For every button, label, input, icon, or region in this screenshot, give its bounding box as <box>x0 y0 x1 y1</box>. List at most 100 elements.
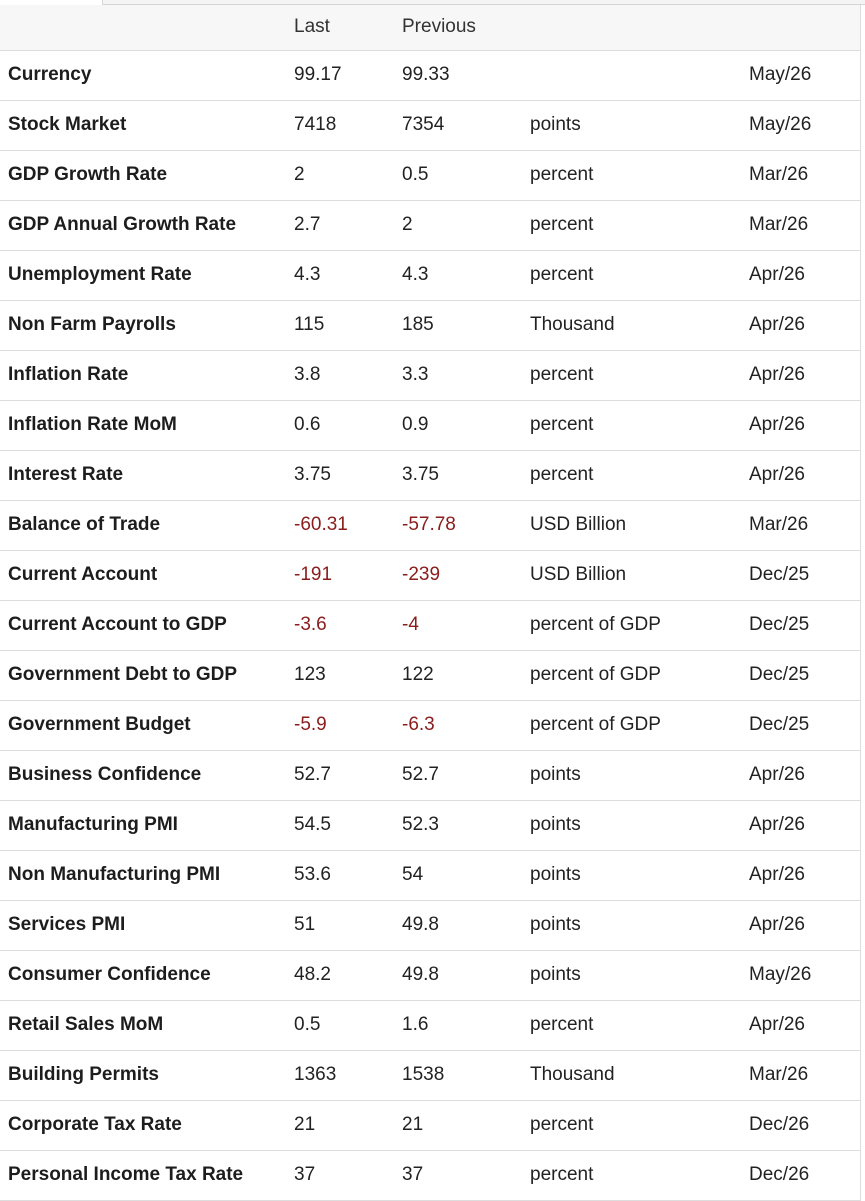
table-row: Balance of Trade -60.31 -57.78 USD Billion M… <box>0 500 860 550</box>
column-header-previous[interactable]: Previous <box>393 5 522 51</box>
unit-label <box>522 50 742 100</box>
previous-value: 1538 <box>402 1064 445 1085</box>
reference-date: Apr/26 <box>749 764 805 785</box>
indicator-name-link[interactable]: Government Debt to GDP <box>8 664 238 685</box>
unit-label: percent <box>530 414 594 435</box>
indicator-name-link[interactable]: Corporate Tax Rate <box>8 1114 182 1135</box>
column-header-date <box>742 5 860 51</box>
reference-date: May/26 <box>749 964 812 985</box>
previous-value: 122 <box>402 664 434 685</box>
unit-label: percent <box>530 1114 594 1135</box>
table-row: Non Farm Payrolls 115 185 Thousand Apr/26 <box>0 300 860 350</box>
indicator-name-link[interactable]: Non Manufacturing PMI <box>8 864 221 885</box>
table-row: Currency 99.17 99.33 May/26 <box>0 50 860 100</box>
last-value: 2.7 <box>294 214 321 235</box>
reference-date: Apr/26 <box>749 914 805 935</box>
indicator-name-link[interactable]: Retail Sales MoM <box>8 1014 164 1035</box>
table-row: Non Manufacturing PMI 53.6 54 points Apr/26 <box>0 850 860 900</box>
previous-value: 4.3 <box>402 264 429 285</box>
column-header-last[interactable]: Last <box>285 5 393 51</box>
reference-date: Apr/26 <box>749 814 805 835</box>
previous-value: 185 <box>402 314 434 335</box>
active-tab[interactable] <box>0 0 103 5</box>
unit-label: percent <box>530 1014 594 1035</box>
indicator-name-link[interactable]: Government Budget <box>8 714 191 735</box>
previous-value: 0.9 <box>402 414 429 435</box>
indicator-name-link[interactable]: Current Account <box>8 564 158 585</box>
indicators-table: Last Previous Currency 99.17 99.33 May/26 St… <box>0 5 860 1201</box>
table-row: Corporate Tax Rate 21 21 percent Dec/26 <box>0 1100 860 1150</box>
unit-label: percent <box>530 364 594 385</box>
reference-date: Apr/26 <box>749 464 805 485</box>
indicator-name-link[interactable]: Inflation Rate <box>8 364 129 385</box>
unit-label: percent <box>530 164 594 185</box>
last-value: 0.6 <box>294 414 321 435</box>
indicator-name-link[interactable]: Current Account to GDP <box>8 614 227 635</box>
indicator-name-link[interactable]: Currency <box>8 64 92 85</box>
indicator-name-link[interactable]: Non Farm Payrolls <box>8 314 176 335</box>
unit-label: percent <box>530 1164 594 1185</box>
previous-value: 37 <box>402 1164 424 1185</box>
unit-label: percent <box>530 464 594 485</box>
indicator-name-link[interactable]: Unemployment Rate <box>8 264 192 285</box>
last-value: 99.17 <box>294 64 342 85</box>
table-row: Government Budget -5.9 -6.3 percent of GDP D… <box>0 700 860 750</box>
table-header-row: Last Previous <box>0 5 860 51</box>
last-value: 3.75 <box>294 464 331 485</box>
reference-date: Mar/26 <box>749 214 809 235</box>
indicator-name-link[interactable]: Inflation Rate MoM <box>8 414 177 435</box>
indicator-name-link[interactable]: Personal Income Tax Rate <box>8 1164 244 1185</box>
previous-value: -239 <box>402 564 441 585</box>
table-row: Interest Rate 3.75 3.75 percent Apr/26 <box>0 450 860 500</box>
tab-strip-divider <box>102 4 865 5</box>
table-header: Last Previous <box>0 5 860 51</box>
table-row: Unemployment Rate 4.3 4.3 percent Apr/26 <box>0 250 860 300</box>
column-header-name <box>0 5 285 51</box>
unit-label: percent of GDP <box>530 614 661 635</box>
unit-label: points <box>530 914 581 935</box>
last-value: -3.6 <box>294 614 327 635</box>
indicators-table-container: Last Previous Currency 99.17 99.33 May/26 St… <box>0 5 861 1201</box>
previous-value: 2 <box>402 214 413 235</box>
last-value: 0.5 <box>294 1014 321 1035</box>
indicator-name-link[interactable]: Stock Market <box>8 114 127 135</box>
last-value: 54.5 <box>294 814 331 835</box>
table-row: Current Account -191 -239 USD Billion Dec/25 <box>0 550 860 600</box>
unit-label: Thousand <box>530 1064 615 1085</box>
unit-label: USD Billion <box>530 514 627 535</box>
table-row: Current Account to GDP -3.6 -4 percent of G… <box>0 600 860 650</box>
table-row: Personal Income Tax Rate 37 37 percent Dec/2… <box>0 1150 860 1200</box>
last-value: 48.2 <box>294 964 331 985</box>
table-body: Currency 99.17 99.33 May/26 Stock Market 7418… <box>0 50 860 1200</box>
indicator-name-link[interactable]: Business Confidence <box>8 764 202 785</box>
indicator-name-link[interactable]: Services PMI <box>8 914 126 935</box>
previous-value: 21 <box>402 1114 424 1135</box>
reference-date: Apr/26 <box>749 364 805 385</box>
table-row: Stock Market 7418 7354 points May/26 <box>0 100 860 150</box>
indicator-name-link[interactable]: Consumer Confidence <box>8 964 211 985</box>
reference-date: May/26 <box>749 64 812 85</box>
indicator-name-link[interactable]: GDP Growth Rate <box>8 164 168 185</box>
reference-date: Apr/26 <box>749 264 805 285</box>
previous-value: 54 <box>402 864 424 885</box>
previous-value: 7354 <box>402 114 445 135</box>
table-row: Government Debt to GDP 123 122 percent of G… <box>0 650 860 700</box>
indicator-name-link[interactable]: Balance of Trade <box>8 514 161 535</box>
previous-value: -6.3 <box>402 714 435 735</box>
last-value: -191 <box>294 564 333 585</box>
indicator-name-link[interactable]: Interest Rate <box>8 464 124 485</box>
last-value: 123 <box>294 664 326 685</box>
previous-value: 52.3 <box>402 814 439 835</box>
column-header-unit <box>522 5 742 51</box>
last-value: 37 <box>294 1164 316 1185</box>
last-value: 53.6 <box>294 864 331 885</box>
indicator-name-link[interactable]: GDP Annual Growth Rate <box>8 214 237 235</box>
unit-label: percent <box>530 264 594 285</box>
table-row: Consumer Confidence 48.2 49.8 points May/26 <box>0 950 860 1000</box>
indicator-name-link[interactable]: Building Permits <box>8 1064 159 1085</box>
indicator-name-link[interactable]: Manufacturing PMI <box>8 814 178 835</box>
last-value: 1363 <box>294 1064 337 1085</box>
unit-label: percent <box>530 214 594 235</box>
last-value: 3.8 <box>294 364 321 385</box>
reference-date: Dec/25 <box>749 614 810 635</box>
